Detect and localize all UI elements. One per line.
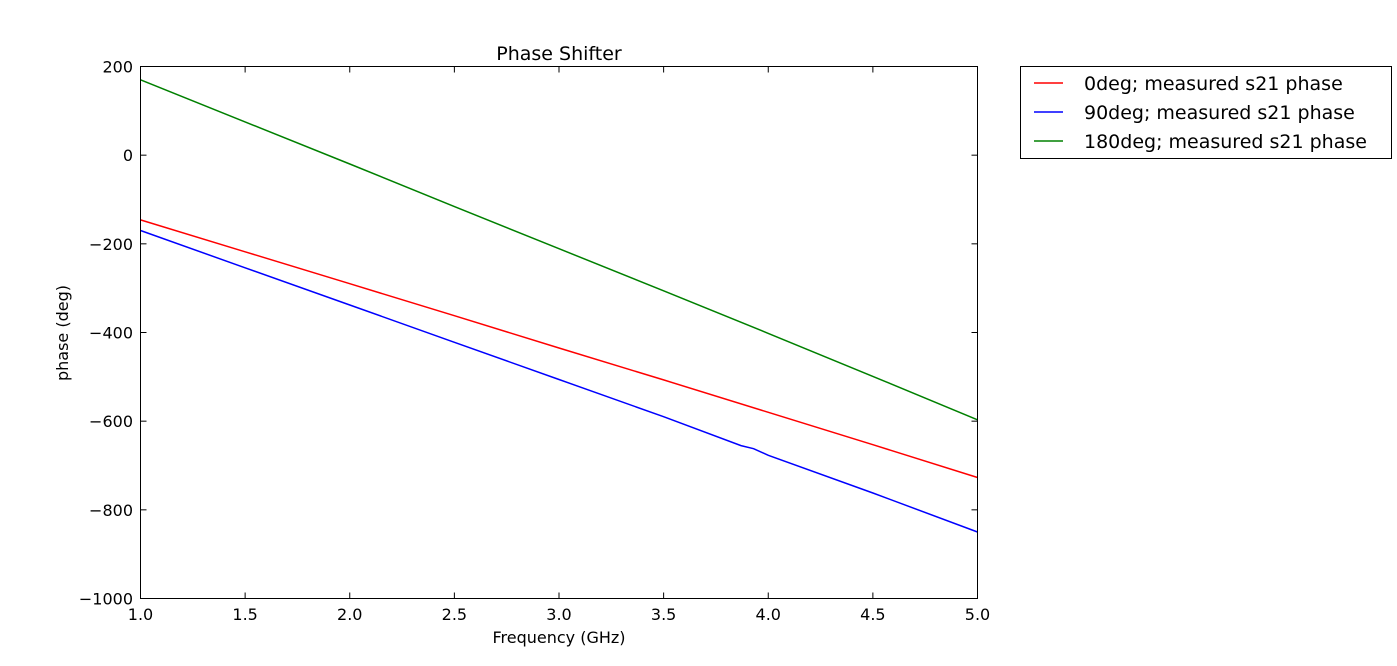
x-tick-label: 3.5: [651, 605, 676, 624]
x-axis-title: Frequency (GHz): [492, 628, 625, 647]
x-tick-label: 1.5: [232, 605, 257, 624]
y-tick-label: −200: [89, 235, 133, 254]
series-line-1: [140, 229, 978, 533]
x-tick-label: 4.5: [860, 605, 885, 624]
legend-label-0: 0deg; measured s21 phase: [1084, 73, 1343, 95]
series-layer: [140, 79, 978, 533]
chart-title: Phase Shifter: [496, 43, 622, 65]
y-tick-label: −600: [89, 412, 133, 431]
y-tick-label: −1000: [79, 590, 133, 609]
x-tick-label: 3.0: [546, 605, 571, 624]
x-tick-label: 2.0: [337, 605, 362, 624]
legend: 0deg; measured s21 phase 90deg; measured …: [1020, 66, 1392, 159]
legend-label-2: 180deg; measured s21 phase: [1084, 131, 1367, 153]
x-tick-label: 4.0: [756, 605, 781, 624]
tick-layer: 1.0 1.5 2.0 2.5 3.0 3.5 4.0 4.5 5.0 200 0 −200 −400 −…: [79, 58, 990, 625]
y-axis-title: phase (deg): [53, 285, 72, 381]
legend-label-1: 90deg; measured s21 phase: [1084, 102, 1355, 124]
y-tick-label: −400: [89, 324, 133, 343]
plot-area-frame: [140, 66, 978, 599]
series-line-0: [140, 219, 978, 479]
x-tick-label: 5.0: [965, 605, 990, 624]
x-tick-label: 2.5: [442, 605, 467, 624]
x-tick-label: 1.0: [128, 605, 153, 624]
y-tick-label: 200: [102, 58, 133, 77]
legend-frame: [1020, 66, 1392, 159]
series-line-2: [140, 79, 978, 421]
y-tick-label: −800: [89, 501, 133, 520]
y-tick-label: 0: [123, 146, 133, 165]
